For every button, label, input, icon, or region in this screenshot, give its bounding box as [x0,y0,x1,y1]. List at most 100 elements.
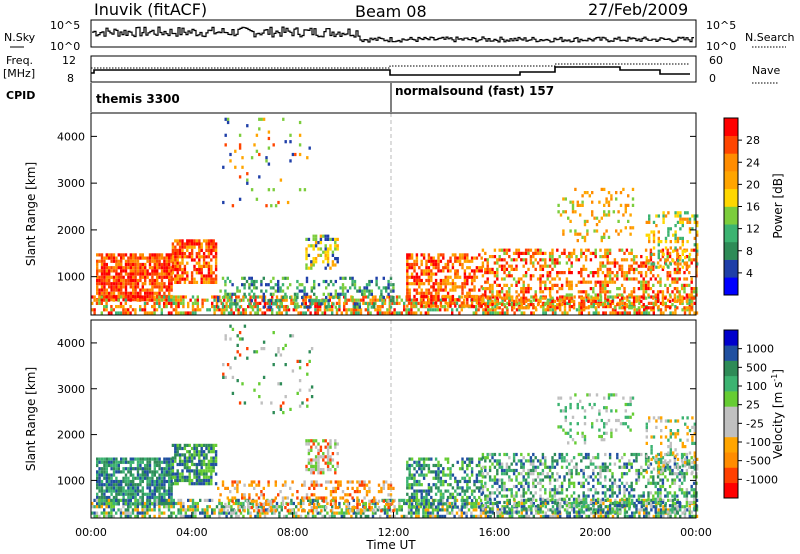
velocity-echo-cell [307,514,310,518]
velocity-echo-cell [338,511,341,515]
velocity-echo-cell [156,489,159,493]
power-echo-cell [578,305,581,309]
power-echo-cell [449,301,452,305]
velocity-echo-cell [387,493,390,497]
power-echo-cell [478,269,481,273]
power-echo-cell [635,311,639,315]
power-y-tick-label: 4000 [57,130,85,143]
power-echo-cell [659,301,663,305]
power-echo-cell [231,204,235,208]
power-echo-cell [494,305,497,309]
velocity-echo-cell [235,498,238,502]
power-echo-cell [570,271,573,275]
power-echo-cell [592,296,595,300]
velocity-echo-cell [413,460,416,464]
velocity-echo-cell [640,508,643,512]
power-echo-cell [253,283,256,287]
power-echo-cell [430,259,433,263]
power-echo-cell [275,295,279,299]
power-echo-cell [407,301,411,305]
power-echo-cell [377,286,381,290]
power-echo-cell [229,152,232,157]
velocity-echo-cell [377,483,381,487]
velocity-echo-cell [146,492,149,496]
velocity-echo-cell [230,505,233,509]
power-echo-cell [657,265,660,269]
power-echo-cell [613,258,617,262]
power-echo-cell [326,237,330,241]
power-echo-cell [156,269,159,273]
power-echo-cell [648,214,651,218]
power-echo-cell [455,301,459,305]
velocity-echo-cell [190,462,194,467]
velocity-echo-cell [100,483,104,487]
power-echo-cell [156,291,159,295]
power-echo-cell [340,311,343,315]
velocity-echo-cell [607,508,610,512]
power-echo-cell [207,268,211,272]
power-echo-cell [312,263,315,267]
power-echo-cell [168,285,171,289]
power-echo-cell [248,276,251,280]
cpid-segment-label: themis 3300 [96,92,180,106]
velocity-echo-cell [343,501,346,506]
power-echo-cell [434,294,438,299]
power-echo-cell [134,269,137,273]
velocity-echo-cell [290,498,293,502]
power-echo-cell [177,311,180,315]
power-echo-cell [417,301,420,305]
power-echo-cell [103,288,106,292]
power-echo-cell [608,271,612,275]
power-echo-cell [289,295,292,300]
power-echo-cell [486,271,489,275]
power-echo-cell [353,286,357,290]
power-echo-cell [136,294,140,299]
velocity-echo-cell [387,502,390,506]
velocity-echo-cell [96,483,99,487]
power-echo-cell [122,256,125,260]
velocity-echo-cell [365,490,369,494]
velocity-echo-cell [178,443,182,447]
power-echo-cell [328,305,331,309]
power-echo-cell [606,255,609,259]
velocity-echo-cell [232,501,235,506]
power-echo-cell [134,266,137,270]
power-echo-cell [470,256,474,260]
velocity-echo-cell [597,514,600,518]
power-echo-cell [266,301,269,305]
power-echo-cell [174,268,177,272]
velocity-echo-cell [176,472,179,476]
velocity-echo-cell [408,502,411,506]
power-echo-cell [317,253,320,257]
power-echo-cell [367,311,370,315]
power-echo-cell [410,282,414,286]
velocity-echo-cell [110,505,113,509]
velocity-echo-cell [361,480,364,484]
power-echo-cell [207,242,211,246]
velocity-echo-cell [210,459,213,463]
power-echo-cell [279,289,282,293]
velocity-echo-cell [151,457,154,461]
velocity-echo-cell [554,514,557,518]
velocity-echo-cell [195,453,199,457]
power-echo-cell [466,275,469,279]
power-echo-cell [496,290,499,294]
velocity-echo-cell [134,486,137,490]
power-echo-cell [648,265,651,269]
power-echo-cell [289,140,292,144]
velocity-echo-cell [210,478,213,483]
power-echo-cell [158,266,161,270]
power-echo-cell [549,308,552,312]
power-echo-cell [420,282,423,286]
power-echo-cell [274,302,277,306]
power-echo-cell [600,216,603,220]
power-echo-cell [171,242,175,246]
velocity-echo-cell [393,514,396,518]
power-echo-cell [430,285,433,289]
power-echo-cell [310,263,313,267]
power-echo-cell [406,272,409,276]
power-echo-cell [432,259,435,263]
power-echo-cell [580,248,583,252]
power-echo-cell [676,214,680,218]
power-echo-cell [170,298,173,302]
